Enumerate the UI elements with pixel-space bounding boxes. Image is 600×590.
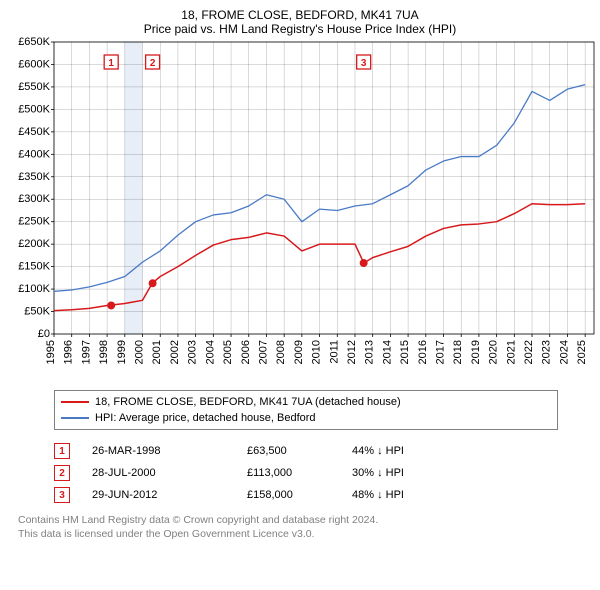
footer-line-1: Contains HM Land Registry data © Crown c…	[18, 514, 600, 528]
legend-row: 18, FROME CLOSE, BEDFORD, MK41 7UA (deta…	[61, 394, 551, 410]
svg-text:£650K: £650K	[18, 36, 50, 48]
svg-text:£300K: £300K	[18, 193, 50, 205]
legend: 18, FROME CLOSE, BEDFORD, MK41 7UA (deta…	[54, 390, 558, 430]
sale-diff-hpi: 30% ↓ HPI	[352, 467, 404, 479]
svg-text:2003: 2003	[187, 340, 199, 364]
svg-text:1996: 1996	[63, 340, 75, 364]
svg-text:2019: 2019	[470, 340, 482, 364]
sale-marker-badge: 2	[54, 465, 70, 481]
svg-text:2024: 2024	[558, 340, 570, 364]
sale-diff-hpi: 48% ↓ HPI	[352, 489, 404, 501]
svg-text:2020: 2020	[488, 340, 500, 364]
sale-marker-badge: 3	[54, 487, 70, 503]
legend-row: HPI: Average price, detached house, Bedf…	[61, 410, 551, 426]
svg-text:3: 3	[361, 58, 367, 69]
svg-text:2012: 2012	[346, 340, 358, 364]
svg-text:£450K: £450K	[18, 126, 50, 138]
svg-text:£600K: £600K	[18, 58, 50, 70]
sale-date: 28-JUL-2000	[92, 467, 247, 479]
svg-text:2005: 2005	[222, 340, 234, 364]
svg-text:£500K: £500K	[18, 103, 50, 115]
sales-row: 1 26-MAR-1998£63,50044% ↓ HPI	[54, 440, 600, 462]
line-chart: £0 £50K £100K £150K £200K £250K £300K £350K £400…	[0, 36, 600, 384]
svg-text:2: 2	[150, 58, 156, 69]
svg-text:£0: £0	[38, 328, 50, 340]
sale-marker-badge: 1	[54, 443, 70, 459]
attribution-footer: Contains HM Land Registry data © Crown c…	[18, 514, 600, 541]
svg-text:£250K: £250K	[18, 216, 50, 228]
svg-text:1998: 1998	[98, 340, 110, 364]
legend-swatch	[61, 417, 89, 419]
svg-text:2015: 2015	[399, 340, 411, 364]
svg-text:2014: 2014	[381, 340, 393, 364]
svg-text:£200K: £200K	[18, 238, 50, 250]
svg-text:2007: 2007	[257, 340, 269, 364]
svg-text:2025: 2025	[576, 340, 588, 364]
footer-line-2: This data is licensed under the Open Gov…	[18, 528, 600, 542]
svg-text:1997: 1997	[80, 340, 92, 364]
svg-text:2011: 2011	[328, 340, 340, 364]
sales-row: 3 29-JUN-2012£158,00048% ↓ HPI	[54, 484, 600, 506]
legend-swatch	[61, 401, 89, 403]
svg-text:2013: 2013	[364, 340, 376, 364]
svg-text:2009: 2009	[293, 340, 305, 364]
svg-text:1: 1	[108, 58, 114, 69]
svg-text:2017: 2017	[435, 340, 447, 364]
svg-text:£150K: £150K	[18, 261, 50, 273]
svg-text:2021: 2021	[505, 340, 517, 364]
svg-text:1995: 1995	[45, 340, 57, 364]
svg-text:2000: 2000	[134, 340, 146, 364]
sale-date: 29-JUN-2012	[92, 489, 247, 501]
svg-text:2023: 2023	[541, 340, 553, 364]
svg-text:£100K: £100K	[18, 283, 50, 295]
sales-row: 2 28-JUL-2000£113,00030% ↓ HPI	[54, 462, 600, 484]
svg-text:£400K: £400K	[18, 148, 50, 160]
sale-date: 26-MAR-1998	[92, 445, 247, 457]
svg-text:2006: 2006	[240, 340, 252, 364]
svg-text:2018: 2018	[452, 340, 464, 364]
sale-price: £158,000	[247, 489, 352, 501]
legend-label: HPI: Average price, detached house, Bedf…	[95, 412, 316, 424]
svg-text:£550K: £550K	[18, 81, 50, 93]
legend-label: 18, FROME CLOSE, BEDFORD, MK41 7UA (deta…	[95, 396, 401, 408]
title-line-2: Price paid vs. HM Land Registry's House …	[0, 22, 600, 36]
svg-text:2002: 2002	[169, 340, 181, 364]
svg-text:2016: 2016	[417, 340, 429, 364]
svg-text:£350K: £350K	[18, 171, 50, 183]
svg-text:2010: 2010	[311, 340, 323, 364]
svg-text:£50K: £50K	[24, 306, 50, 318]
chart-title: 18, FROME CLOSE, BEDFORD, MK41 7UA Price…	[0, 0, 600, 36]
chart-container: £0 £50K £100K £150K £200K £250K £300K £350K £400…	[0, 36, 600, 384]
svg-text:1999: 1999	[116, 340, 128, 364]
svg-text:2004: 2004	[204, 340, 216, 364]
title-line-1: 18, FROME CLOSE, BEDFORD, MK41 7UA	[0, 8, 600, 22]
sales-table: 1 26-MAR-1998£63,50044% ↓ HPI 2 28-JUL-2000…	[54, 440, 600, 506]
svg-text:2022: 2022	[523, 340, 535, 364]
sale-price: £63,500	[247, 445, 352, 457]
svg-text:2008: 2008	[275, 340, 287, 364]
sale-diff-hpi: 44% ↓ HPI	[352, 445, 404, 457]
svg-text:2001: 2001	[151, 340, 163, 364]
sale-price: £113,000	[247, 467, 352, 479]
